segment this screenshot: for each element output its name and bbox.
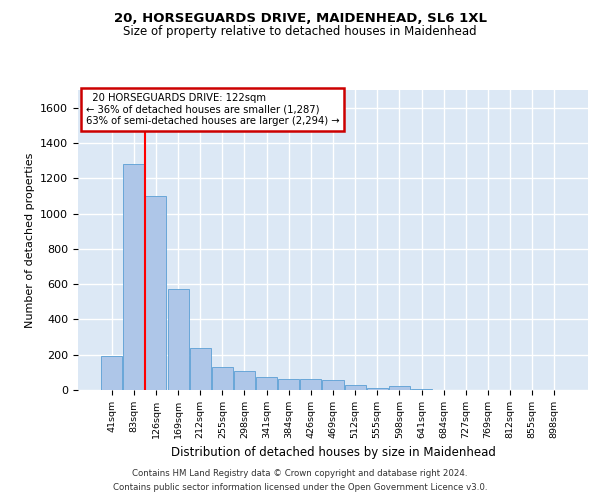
Bar [367,388,388,390]
Text: 20, HORSEGUARDS DRIVE, MAIDENHEAD, SL6 1XL: 20, HORSEGUARDS DRIVE, MAIDENHEAD, SL6 1… [113,12,487,26]
Bar [411,389,432,390]
Bar [101,356,122,390]
Bar [124,164,145,390]
Text: 20 HORSEGUARDS DRIVE: 122sqm  
← 36% of detached houses are smaller (1,287)
63% : 20 HORSEGUARDS DRIVE: 122sqm ← 36% of de… [86,93,339,126]
Bar [167,290,188,390]
Bar [278,378,299,390]
X-axis label: Distribution of detached houses by size in Maidenhead: Distribution of detached houses by size … [170,446,496,460]
Bar [256,377,277,390]
Text: Contains public sector information licensed under the Open Government Licence v3: Contains public sector information licen… [113,484,487,492]
Bar [145,196,166,390]
Text: Size of property relative to detached houses in Maidenhead: Size of property relative to detached ho… [123,25,477,38]
Bar [212,367,233,390]
Text: Contains HM Land Registry data © Crown copyright and database right 2024.: Contains HM Land Registry data © Crown c… [132,468,468,477]
Bar [190,348,211,390]
Y-axis label: Number of detached properties: Number of detached properties [25,152,35,328]
Bar [234,370,255,390]
Bar [322,380,344,390]
Bar [389,386,410,390]
Bar [301,380,322,390]
Bar [344,384,365,390]
